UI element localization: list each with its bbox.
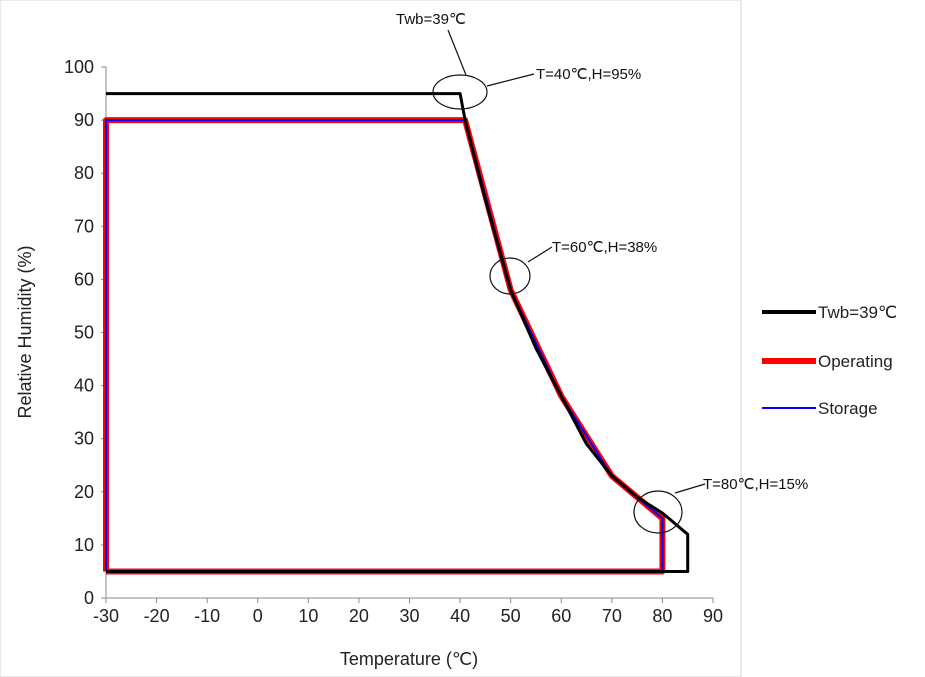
x-tick-label-3: 0 [253,606,263,626]
annotation-circle-40 [432,74,488,110]
annotation-leader-twb [447,29,467,76]
y-tick-label-5: 50 [74,323,94,343]
x-tick-label-12: 90 [703,606,723,626]
annotation-60: T=60℃,H=38% [552,239,657,256]
y-tick-label-0: 0 [84,588,94,608]
annotation-circle-60 [489,257,531,295]
x-tick-label-8: 50 [501,606,521,626]
y-tick-label-7: 70 [74,216,94,236]
annotation-leader-40 [486,73,535,87]
x-tick-label-2: -10 [194,606,220,626]
annotation-circle-80 [633,490,683,534]
x-tick-label-4: 10 [298,606,318,626]
y-tick-label-2: 20 [74,482,94,502]
x-tick-label-11: 80 [652,606,672,626]
legend-label-twb: Twb=39℃ [818,303,897,322]
series-line-twb [106,92,690,573]
chart-area-border [0,0,742,677]
series-layer [103,92,690,575]
annotation-80: T=80℃,H=15% [703,476,808,493]
legend: Twb=39℃ Operating Storage [762,303,897,418]
annotation-leader-80 [674,483,706,494]
y-tick-label-9: 90 [74,110,94,130]
x-tick-label-5: 20 [349,606,369,626]
x-tick-label-0: -30 [93,606,119,626]
y-tick-label-6: 60 [74,269,94,289]
annotation-40: T=40℃,H=95% [536,66,641,83]
x-tick-label-6: 30 [399,606,419,626]
annotation-leader-60 [527,246,553,263]
y-ticks: 0 10 20 30 40 50 60 70 80 90 100 [64,57,106,608]
y-tick-label-8: 80 [74,163,94,183]
x-tick-label-7: 40 [450,606,470,626]
y-tick-label-10: 100 [64,57,94,77]
legend-label-operating: Operating [818,352,893,371]
x-tick-label-9: 60 [551,606,571,626]
x-axis-title: Temperature (℃) [340,649,478,669]
y-tick-label-1: 10 [74,535,94,555]
y-tick-label-3: 30 [74,429,94,449]
y-axis-title: Relative Humidity (%) [15,245,35,418]
annotation-twb: Twb=39℃ [396,11,466,28]
y-tick-label-4: 40 [74,376,94,396]
legend-label-storage: Storage [818,399,878,418]
x-ticks: -30 -20 -10 0 10 20 30 40 50 60 70 80 90 [93,598,723,626]
x-tick-label-1: -20 [144,606,170,626]
x-tick-label-10: 70 [602,606,622,626]
annotations: Twb=39℃ T=40℃,H=95% T=60℃,H=38% T=80℃,H=… [396,11,808,534]
